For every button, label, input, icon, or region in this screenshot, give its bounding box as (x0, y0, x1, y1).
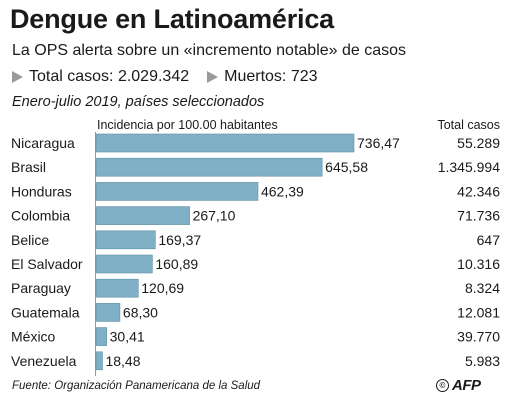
category-label: Guatemala (11, 304, 80, 320)
triangle-icon (207, 71, 219, 83)
value-label: 736,47 (357, 135, 400, 151)
total-cases-value: 647 (477, 232, 501, 248)
total-cases-value: 42.346 (457, 183, 500, 199)
category-label: El Salvador (11, 256, 83, 272)
total-cases-value: 5.983 (465, 353, 500, 369)
value-label: 160,89 (155, 256, 198, 272)
category-label: México (11, 329, 56, 345)
bars-group: Nicaragua 736,47 55.289 Brasil 645,58 1.345.9… (11, 133, 501, 371)
subtitle: La OPS alerta sobre un «incremento notab… (12, 42, 407, 59)
category-label: Honduras (11, 183, 72, 199)
category-label: Nicaragua (11, 135, 75, 151)
value-label: 30,41 (110, 329, 145, 345)
triangle-icon (12, 71, 23, 83)
afp-logo: © AFP (436, 377, 481, 394)
category-label: Paraguay (11, 280, 71, 296)
value-label: 645,58 (325, 159, 368, 175)
category-label: Venezuela (11, 353, 77, 369)
total-cases-label: Total casos: (29, 68, 114, 85)
total-cases-header: Total casos (437, 118, 500, 132)
total-cases-value: 12.081 (457, 304, 500, 320)
bar (95, 182, 259, 201)
source-note: Fuente: Organización Panamericana de la … (12, 380, 261, 392)
page-title: Dengue en Latinoamérica (10, 4, 334, 34)
afp-logo-text: AFP (452, 377, 481, 394)
totals-row: Total casos: 2.029.342 Muertos: 723 (12, 68, 318, 86)
total-cases-value: 1.345.994 (438, 159, 500, 175)
bar (95, 206, 190, 225)
deaths-label: Muertos: (224, 68, 287, 85)
value-label: 68,30 (123, 304, 158, 320)
bar (95, 351, 103, 371)
category-label: Belice (11, 232, 49, 248)
bar (95, 278, 139, 298)
period-note: Enero-julio 2019, países seleccionados (12, 94, 265, 110)
total-cases-value: 39.770 (457, 329, 500, 345)
value-label: 462,39 (261, 183, 304, 199)
total-cases-value: 71.736 (457, 208, 500, 224)
total-cases-value: 2.029.342 (117, 68, 190, 85)
bar (95, 157, 323, 177)
category-label: Brasil (11, 159, 46, 175)
deaths-value: 723 (290, 68, 318, 85)
x-axis-label: Incidencia por 100.00 habitantes (97, 118, 278, 132)
total-cases-value: 8.324 (465, 280, 500, 296)
total-cases-value: 55.289 (457, 135, 500, 151)
category-label: Colombia (11, 208, 70, 224)
total-cases-value: 10.316 (457, 256, 500, 272)
value-label: 18,48 (105, 353, 140, 369)
bar (95, 254, 153, 274)
bar (95, 327, 107, 346)
bar (95, 230, 156, 250)
value-label: 267,10 (193, 208, 236, 224)
bar (95, 303, 121, 322)
value-label: 120,69 (141, 280, 184, 296)
copyright-icon: © (436, 379, 449, 392)
bar (95, 133, 355, 153)
value-label: 169,37 (158, 232, 201, 248)
